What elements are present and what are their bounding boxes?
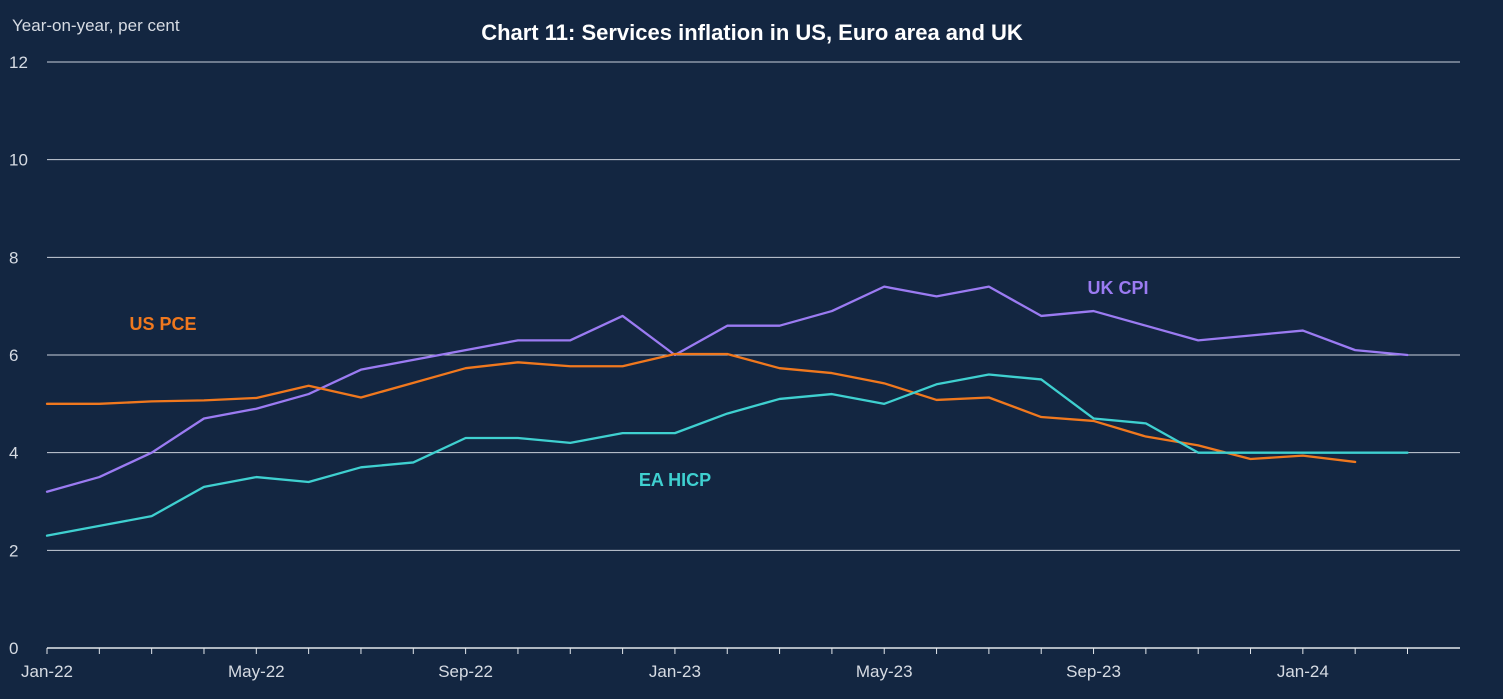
units-label: Year-on-year, per cent: [12, 16, 180, 35]
gridlines: [47, 61, 1460, 551]
x-axis: [46, 647, 1460, 654]
x-tick-label: Sep-22: [438, 662, 493, 681]
series-label-uk-cpi: UK CPI: [1087, 278, 1148, 298]
y-tick-label: 6: [9, 346, 18, 365]
series-line-us-pce: [45, 352, 1357, 464]
y-tick-label: 12: [9, 53, 28, 72]
y-axis-ticks: 0 2 4 6 8 10 12: [9, 53, 28, 658]
x-tick-label: May-22: [228, 662, 285, 681]
x-tick-label: Sep-23: [1066, 662, 1121, 681]
series-line-ea-hicp: [45, 373, 1409, 537]
y-tick-label: 0: [9, 639, 18, 658]
series-lines: [45, 285, 1409, 537]
series-label-ea-hicp: EA HICP: [639, 470, 711, 490]
x-tick-label: Jan-24: [1277, 662, 1329, 681]
x-tick-label: Jan-23: [649, 662, 701, 681]
x-tick-label: May-23: [856, 662, 913, 681]
y-tick-label: 4: [9, 444, 18, 463]
y-tick-label: 2: [9, 541, 18, 560]
series-label-us-pce: US PCE: [129, 314, 196, 334]
x-axis-ticks: Jan-22 May-22 Sep-22 Jan-23 May-23 Sep-23 Jan-…: [21, 662, 1329, 681]
x-tick-label: Jan-22: [21, 662, 73, 681]
series-line-uk-cpi: [45, 285, 1409, 493]
chart-title: Chart 11: Services inflation in US, Euro…: [481, 20, 1023, 45]
y-tick-label: 10: [9, 151, 28, 170]
series-labels: UK CPI US PCE EA HICP: [129, 278, 1148, 490]
y-tick-label: 8: [9, 248, 18, 267]
